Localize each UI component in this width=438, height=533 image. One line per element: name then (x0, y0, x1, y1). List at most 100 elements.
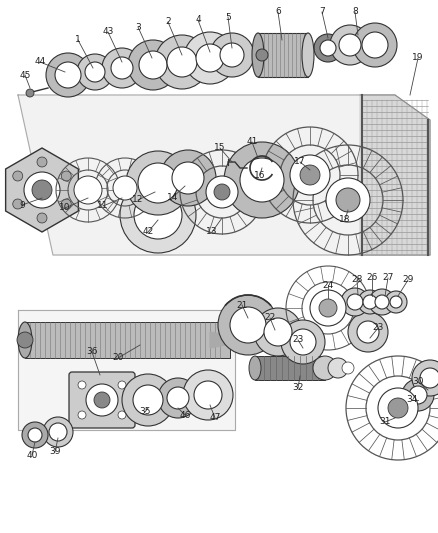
Circle shape (24, 172, 60, 208)
Circle shape (78, 381, 86, 389)
Circle shape (339, 34, 361, 56)
Circle shape (353, 23, 397, 67)
Text: 13: 13 (206, 228, 218, 237)
Text: 41: 41 (246, 138, 258, 147)
Circle shape (167, 387, 189, 409)
Circle shape (113, 176, 137, 200)
Circle shape (160, 150, 216, 206)
Text: 47: 47 (209, 414, 221, 423)
Circle shape (218, 295, 278, 355)
Circle shape (32, 180, 52, 200)
Circle shape (362, 32, 388, 58)
Text: 45: 45 (19, 70, 31, 79)
Circle shape (326, 178, 370, 222)
Circle shape (133, 385, 163, 415)
Circle shape (210, 33, 254, 77)
Ellipse shape (302, 33, 314, 77)
Text: 32: 32 (292, 384, 304, 392)
Text: 29: 29 (403, 276, 413, 285)
Bar (25, 322, 230, 358)
Text: 27: 27 (382, 273, 394, 282)
Circle shape (264, 318, 292, 346)
Circle shape (310, 290, 346, 326)
Text: 31: 31 (379, 417, 391, 426)
Circle shape (111, 57, 133, 79)
Circle shape (134, 191, 182, 239)
Text: 15: 15 (214, 143, 226, 152)
Text: 36: 36 (86, 348, 98, 357)
Circle shape (86, 384, 118, 416)
Circle shape (61, 199, 71, 209)
Bar (258, 33, 308, 77)
Circle shape (224, 142, 300, 218)
FancyBboxPatch shape (69, 372, 135, 428)
Circle shape (313, 356, 337, 380)
Text: 7: 7 (319, 7, 325, 17)
Text: 23: 23 (372, 324, 384, 333)
Circle shape (390, 296, 402, 308)
Text: 46: 46 (179, 410, 191, 419)
Text: 9: 9 (19, 200, 25, 209)
Circle shape (412, 360, 438, 396)
Ellipse shape (18, 322, 32, 358)
Text: 26: 26 (366, 273, 378, 282)
Text: 23: 23 (292, 335, 304, 344)
Circle shape (254, 308, 302, 356)
Circle shape (22, 422, 48, 448)
Text: 16: 16 (254, 171, 266, 180)
Circle shape (357, 321, 379, 343)
Circle shape (26, 89, 34, 97)
Circle shape (347, 294, 363, 310)
Text: 8: 8 (352, 7, 358, 17)
Text: 39: 39 (49, 448, 61, 456)
Circle shape (155, 35, 209, 89)
Circle shape (13, 199, 23, 209)
Text: 44: 44 (34, 58, 46, 67)
Circle shape (214, 184, 230, 200)
Circle shape (240, 158, 284, 202)
Polygon shape (6, 148, 78, 232)
Circle shape (138, 163, 178, 203)
Ellipse shape (252, 33, 264, 77)
Text: 14: 14 (167, 192, 179, 201)
Polygon shape (360, 95, 430, 255)
Circle shape (28, 428, 42, 442)
Circle shape (122, 374, 174, 426)
Text: 10: 10 (59, 204, 71, 213)
Text: 17: 17 (294, 157, 306, 166)
Circle shape (385, 291, 407, 313)
Circle shape (348, 312, 388, 352)
Text: 34: 34 (406, 395, 418, 405)
Text: 21: 21 (237, 301, 247, 310)
Circle shape (78, 411, 86, 419)
Circle shape (314, 34, 342, 62)
Circle shape (94, 392, 110, 408)
Circle shape (172, 162, 204, 194)
Circle shape (328, 358, 348, 378)
Circle shape (300, 165, 320, 185)
Text: 35: 35 (139, 408, 151, 416)
Circle shape (102, 48, 142, 88)
Circle shape (126, 151, 190, 215)
Circle shape (320, 40, 336, 56)
Circle shape (290, 329, 316, 355)
Bar (255, 356, 325, 380)
Circle shape (336, 188, 360, 212)
Circle shape (37, 157, 47, 167)
Circle shape (409, 386, 427, 404)
Circle shape (183, 370, 233, 420)
Circle shape (342, 362, 354, 374)
Circle shape (37, 213, 47, 223)
Circle shape (61, 171, 71, 181)
Text: 3: 3 (135, 22, 141, 31)
Text: 11: 11 (97, 201, 109, 211)
Ellipse shape (249, 356, 261, 380)
Text: 43: 43 (102, 28, 114, 36)
Circle shape (13, 171, 23, 181)
Text: 2: 2 (165, 18, 171, 27)
Text: 28: 28 (351, 276, 363, 285)
Text: 24: 24 (322, 280, 334, 289)
Circle shape (388, 398, 408, 418)
Polygon shape (18, 310, 235, 430)
Circle shape (184, 32, 236, 84)
